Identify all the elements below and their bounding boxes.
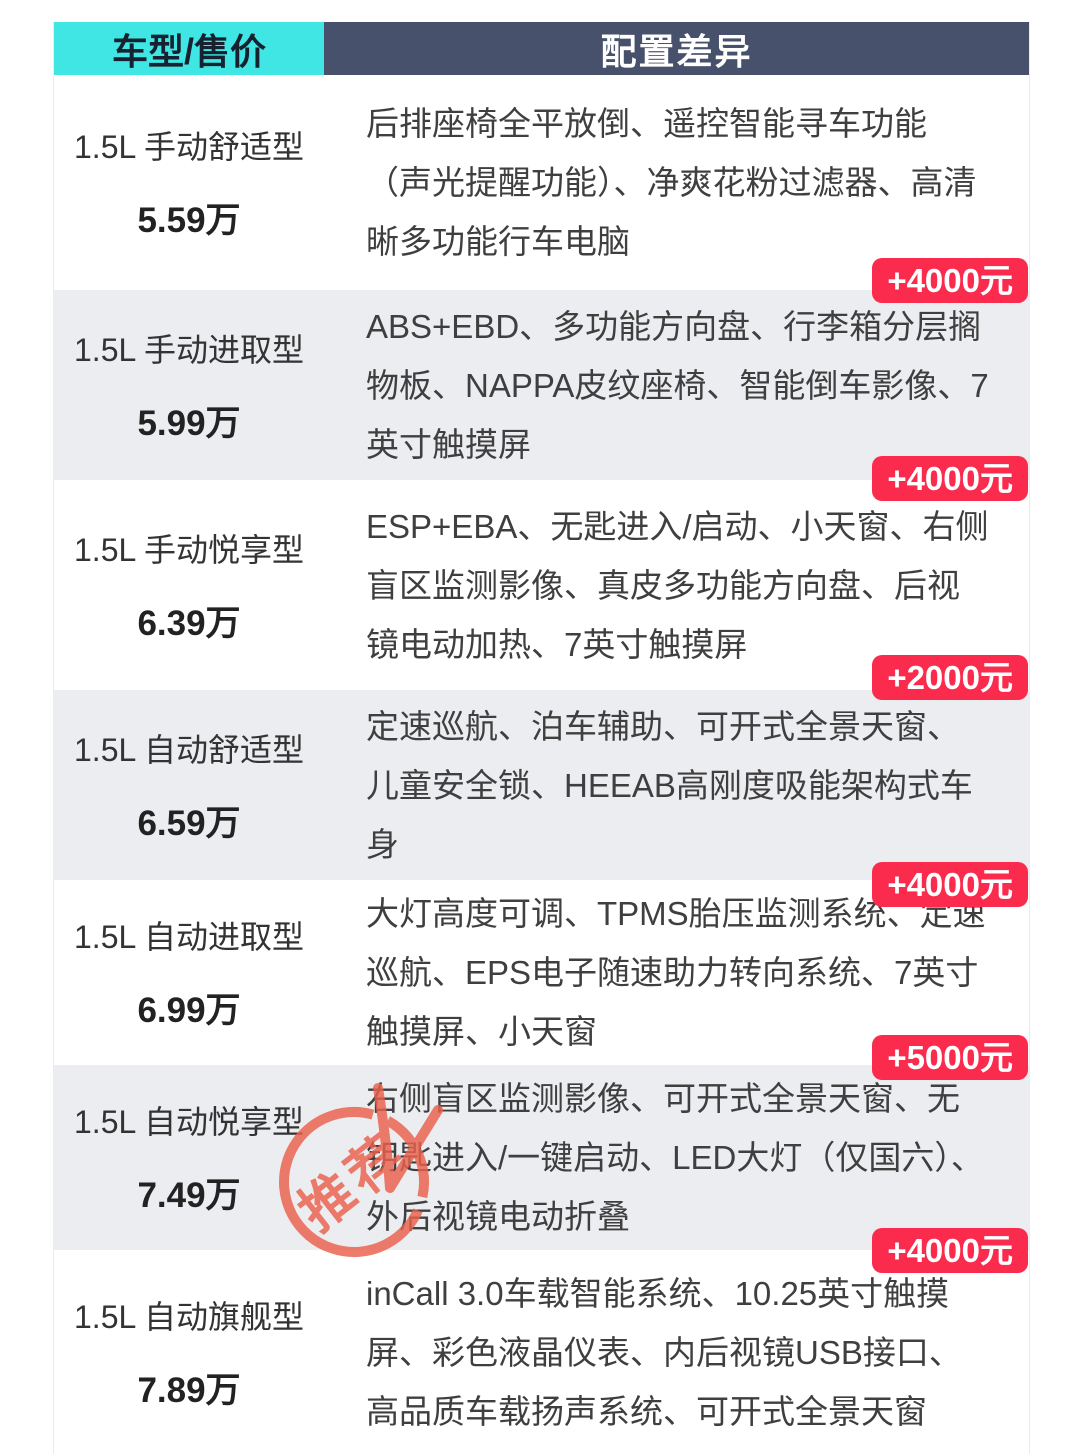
- trim-cell: 1.5L 手动悦享型 6.39万: [54, 480, 324, 690]
- trim-name: 1.5L 自动舒适型: [74, 731, 304, 768]
- trim-cell: 1.5L 自动进取型 6.99万: [54, 880, 324, 1065]
- trim-price: 6.39万: [137, 603, 241, 643]
- trim-name: 1.5L 手动悦享型: [74, 531, 304, 568]
- config-text: ABS+EBD、多功能方向盘、行李箱分层搁物板、NAPPA皮纹座椅、智能倒车影像…: [366, 307, 989, 463]
- price-delta-badge: +5000元: [872, 1035, 1028, 1080]
- config-text: ESP+EBA、无匙进入/启动、小天窗、右侧盲区监测影像、真皮多功能方向盘、后视…: [366, 507, 989, 663]
- config-cell: ABS+EBD、多功能方向盘、行李箱分层搁物板、NAPPA皮纹座椅、智能倒车影像…: [324, 290, 1029, 480]
- price-delta-badge: +4000元: [872, 456, 1028, 501]
- config-text: inCall 3.0车载智能系统、10.25英寸触摸屏、彩色液晶仪表、内后视镜U…: [366, 1274, 962, 1430]
- trim-price: 5.59万: [137, 201, 241, 240]
- trim-comparison-table: 车型/售价 配置差异 1.5L 手动舒适型 5.59万 后排座椅全平放倒、遥控智…: [53, 22, 1030, 1454]
- trim-name: 1.5L 手动进取型: [74, 331, 304, 368]
- config-cell: 后排座椅全平放倒、遥控智能寻车功能（声光提醒功能）、净爽花粉过滤器、高清晰多功能…: [324, 75, 1029, 290]
- config-cell: inCall 3.0车载智能系统、10.25英寸触摸屏、彩色液晶仪表、内后视镜U…: [324, 1250, 1029, 1454]
- trim-name: 1.5L 自动进取型: [74, 919, 304, 955]
- trim-price: 7.49万: [137, 1176, 241, 1215]
- trim-cell: 1.5L 自动舒适型 6.59万: [54, 690, 324, 880]
- config-cell: 右侧盲区监测影像、可开式全景天窗、无钥匙进入/一键启动、LED大灯（仅国六）、外…: [324, 1065, 1029, 1250]
- header-cell-model-price: 车型/售价: [54, 22, 324, 75]
- config-text: 右侧盲区监测影像、可开式全景天窗、无钥匙进入/一键启动、LED大灯（仅国六）、外…: [366, 1080, 984, 1235]
- trim-row-auto-joy-recommended: 1.5L 自动悦享型 7.49万 右侧盲区监测影像、可开式全景天窗、无钥匙进入/…: [54, 1065, 1029, 1250]
- trim-name: 1.5L 自动悦享型: [74, 1104, 304, 1140]
- config-cell: 大灯高度可调、TPMS胎压监测系统、定速巡航、EPS电子随速助力转向系统、7英寸…: [324, 880, 1029, 1065]
- trim-price: 6.59万: [137, 803, 241, 843]
- trim-cell: 1.5L 自动悦享型 7.49万: [54, 1065, 324, 1250]
- trim-price: 6.99万: [137, 991, 241, 1030]
- config-text: 大灯高度可调、TPMS胎压监测系统、定速巡航、EPS电子随速助力转向系统、7英寸…: [366, 895, 986, 1050]
- price-delta-badge: +2000元: [872, 655, 1028, 700]
- trim-row-manual-joy: 1.5L 手动悦享型 6.39万 ESP+EBA、无匙进入/启动、小天窗、右侧盲…: [54, 480, 1029, 690]
- trim-row-auto-comfort: 1.5L 自动舒适型 6.59万 定速巡航、泊车辅助、可开式全景天窗、儿童安全锁…: [54, 690, 1029, 880]
- config-text: 后排座椅全平放倒、遥控智能寻车功能（声光提醒功能）、净爽花粉过滤器、高清晰多功能…: [366, 105, 977, 260]
- trim-name: 1.5L 手动舒适型: [74, 129, 304, 165]
- price-delta-badge: +4000元: [872, 258, 1028, 303]
- trim-row-auto-flagship: 1.5L 自动旗舰型 7.89万 inCall 3.0车载智能系统、10.25英…: [54, 1250, 1029, 1454]
- trim-row-manual-comfort: 1.5L 手动舒适型 5.59万 后排座椅全平放倒、遥控智能寻车功能（声光提醒功…: [54, 75, 1029, 290]
- trim-price: 7.89万: [137, 1370, 241, 1410]
- price-delta-badge: +4000元: [872, 1228, 1028, 1273]
- table-header-row: 车型/售价 配置差异: [54, 22, 1029, 75]
- config-text: 定速巡航、泊车辅助、可开式全景天窗、儿童安全锁、HEEAB高刚度吸能架构式车身: [366, 707, 973, 863]
- config-cell: 定速巡航、泊车辅助、可开式全景天窗、儿童安全锁、HEEAB高刚度吸能架构式车身: [324, 690, 1029, 880]
- trim-row-manual-advance: 1.5L 手动进取型 5.99万 ABS+EBD、多功能方向盘、行李箱分层搁物板…: [54, 290, 1029, 480]
- trim-cell: 1.5L 手动舒适型 5.59万: [54, 75, 324, 290]
- trim-cell: 1.5L 自动旗舰型 7.89万: [54, 1250, 324, 1454]
- header-cell-config-diff: 配置差异: [324, 22, 1029, 75]
- trim-name: 1.5L 自动旗舰型: [74, 1298, 304, 1335]
- price-delta-badge: +4000元: [872, 862, 1028, 907]
- trim-row-auto-advance: 1.5L 自动进取型 6.99万 大灯高度可调、TPMS胎压监测系统、定速巡航、…: [54, 880, 1029, 1065]
- trim-price: 5.99万: [137, 403, 241, 443]
- config-cell: ESP+EBA、无匙进入/启动、小天窗、右侧盲区监测影像、真皮多功能方向盘、后视…: [324, 480, 1029, 690]
- trim-cell: 1.5L 手动进取型 5.99万: [54, 290, 324, 480]
